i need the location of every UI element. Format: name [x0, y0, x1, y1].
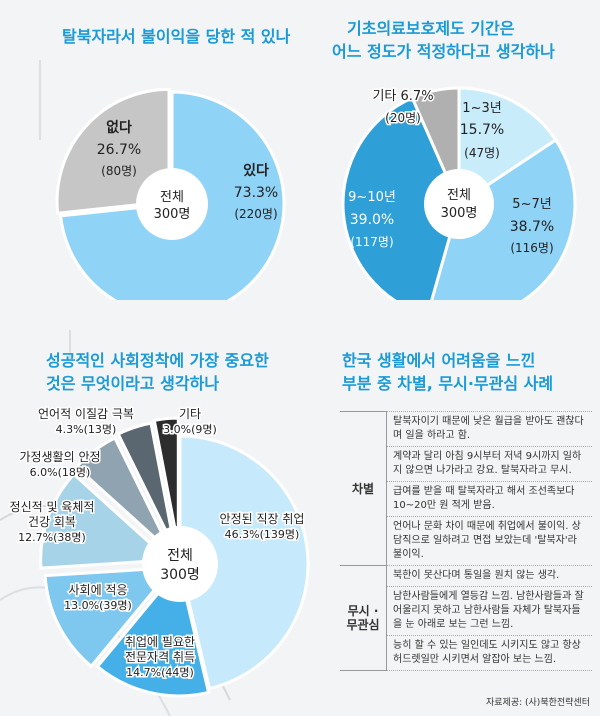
chart2-slice-pct-1-3: 15.7% — [460, 122, 504, 138]
chart3-slice-value-1: 14.7%(44명) — [126, 666, 194, 679]
chart2-slice-label-5-7: 5~7년 — [512, 197, 551, 212]
chart3-title-line2: 것은 무엇이라고 생각하나 — [46, 374, 220, 393]
chart3-slice-0 — [178, 434, 310, 691]
chart3-slice-label-3-0: 정신적 및 육체적 — [10, 500, 95, 514]
case-item: 남한사람들에게 열등감 느낌. 남한사람들과 잘 어울리지 못하고 남한사람들 … — [386, 586, 592, 636]
category-discrimination: 차별 — [340, 411, 387, 566]
chart1-pie: 전체 300명 있다 73.3% (220명) 없다 26.7% (80명) — [55, 87, 286, 300]
chart3-slice-4 — [74, 436, 173, 554]
table-row: 남한사람들에게 열등감 느낌. 남한사람들과 잘 어울리지 못하고 남한사람들 … — [340, 586, 592, 636]
cases-table: 차별 탈북자이기 때문에 낮은 월급을 받아도 괜찮다며 일을 하라고 함. 계… — [340, 411, 592, 671]
chart3-slice-2 — [43, 565, 177, 669]
case-item: 언어나 문화 차이 때문에 취업에서 불이익. 상담직으로 일하려고 면접 보았… — [386, 516, 592, 566]
chart1-slice-pct-no: 26.7% — [97, 142, 141, 158]
chart1-center-label-2: 300명 — [154, 207, 191, 222]
chart2-slice-count-1-3: (47명) — [464, 146, 500, 160]
chart2-center-label-2: 300명 — [441, 206, 478, 221]
chart3-slice-label-4-0: 가정생활의 안정 — [19, 450, 100, 464]
chart2-slice-label-1-3: 1~3년 — [462, 101, 501, 116]
chart3-slice-label-5-0: 언어적 이질감 극복 — [38, 407, 134, 421]
chart3-slice-value-5: 4.3%(13명) — [56, 423, 117, 436]
chart2-slice-2 — [341, 95, 461, 300]
table-title-line2: 부분 중 차별, 무시·무관심 사례 — [342, 374, 554, 393]
chart3-slice-value-2: 13.0%(39명) — [64, 599, 132, 612]
chart3-slice-5 — [116, 421, 177, 550]
source-credit: 자료제공: (사)북한전략센터 — [486, 698, 590, 708]
chart3-slice-value-3: 12.7%(38명) — [18, 531, 86, 544]
chart3-slice-value-4: 6.0%(18명) — [30, 466, 91, 479]
table-row: 계약과 달리 아침 9시부터 저녁 9시까지 일하지 않으면 나가라고 강요. … — [340, 446, 592, 482]
chart3-slice-3 — [39, 472, 173, 570]
chart2-slice-pct-9-10: 39.0% — [350, 212, 394, 228]
chart2-slice-count-5-7: (116명) — [510, 241, 553, 255]
case-item: 계약과 달리 아침 9시부터 저녁 9시까지 일하지 않으면 나가라고 강요. … — [386, 446, 592, 482]
chart3-title-line1: 성공적인 사회정착에 가장 중요한 — [46, 351, 269, 370]
chart2-slice-label-other-name: 기타 — [372, 89, 396, 104]
chart1-center-label-1: 전체 — [160, 190, 184, 205]
chart2-center-hole — [424, 169, 494, 239]
chart3-center-label-1: 전체 — [167, 548, 193, 564]
chart2-slice-0 — [457, 86, 558, 207]
chart1-slice-count-yes: (220명) — [234, 207, 277, 221]
chart1-slice-label-yes: 있다 — [243, 163, 269, 179]
case-item: 탈북자이기 때문에 낮은 월급을 받아도 괜찮다며 일을 하라고 함. — [386, 411, 592, 447]
chart2-title-line2: 어느 정도가 적정하다고 생각하나 — [332, 42, 555, 61]
chart1-slice-label-no: 없다 — [106, 120, 132, 136]
chart2-slice-1 — [430, 137, 577, 300]
chart2-slice-count-other: (20명) — [385, 111, 421, 125]
chart2-slice-label-9-10: 9~10년 — [348, 190, 396, 205]
chart3-slice-value-6: 3.0%(9명) — [163, 423, 217, 436]
chart1-center-hole — [136, 168, 208, 240]
chart1-title: 탈북자라서 불이익을 당한 적 있나 — [62, 27, 291, 46]
chart1-slice-1 — [55, 87, 171, 215]
chart3-slice-label-2-0: 사회에 적응 — [68, 583, 127, 597]
chart3-slice-value-0: 46.3%(139명) — [225, 528, 300, 541]
table-row: 차별 탈북자이기 때문에 낮은 월급을 받아도 괜찮다며 일을 하라고 함. — [340, 411, 592, 566]
chart2-slice-label-other: 기타 6.7% — [372, 89, 433, 104]
table-title-line1: 한국 생활에서 어려움을 느낀 — [342, 351, 536, 370]
case-item: 급여를 받을 때 탈북자라고 해서 조선족보다 10~20만 원 적게 받음. — [386, 481, 592, 517]
chart1-slice-pct-yes: 73.3% — [234, 185, 278, 201]
chart2-center-label-1: 전체 — [447, 188, 471, 203]
chart3-center-hole — [142, 526, 218, 602]
category-neglect: 무시 · 무관심 — [340, 565, 387, 671]
table-row: 능히 할 수 있는 일인데도 시키지도 않고 항상 허드렛일만 시키면서 알잡아… — [340, 635, 592, 671]
chart3-center-label-2: 300명 — [160, 567, 200, 583]
chart3-slice-label-6-0: 기타 — [179, 407, 201, 421]
chart3-slice-label-3-1: 건강 회복 — [28, 515, 76, 529]
table-row: 언어나 문화 차이 때문에 취업에서 불이익. 상담직으로 일하려고 면접 보았… — [340, 516, 592, 566]
case-item: 능히 할 수 있는 일인데도 시키지도 않고 항상 허드렛일만 시키면서 알잡아… — [386, 635, 592, 671]
chart2-slice-count-9-10: (117명) — [350, 235, 393, 249]
chart3-slice-label-1-1: 전문자격 취득 — [125, 650, 195, 664]
chart3-slice-label-1-0: 취업에 필요한 — [125, 635, 195, 649]
table-row: 무시 · 무관심 북한이 못산다며 통일을 원치 않는 생각. — [340, 565, 592, 671]
case-item: 북한이 못산다며 통일을 원치 않는 생각. — [386, 565, 592, 587]
chart3-slice-6 — [152, 416, 180, 547]
chart2-slice-pct-5-7: 38.7% — [510, 219, 554, 235]
chart2-title-line1: 기초의료보호제도 기간은 — [347, 19, 515, 38]
chart3-slice-label-0-0: 안정된 직장 취업 — [220, 512, 305, 526]
chart2-pie: 전체 300명 1~3년 15.7% (47명) 5~7년 38.7% (116… — [341, 86, 577, 300]
chart1-slice-count-no: (80명) — [101, 164, 137, 178]
chart2-slice-label-other-pct: 6.7% — [401, 89, 434, 104]
